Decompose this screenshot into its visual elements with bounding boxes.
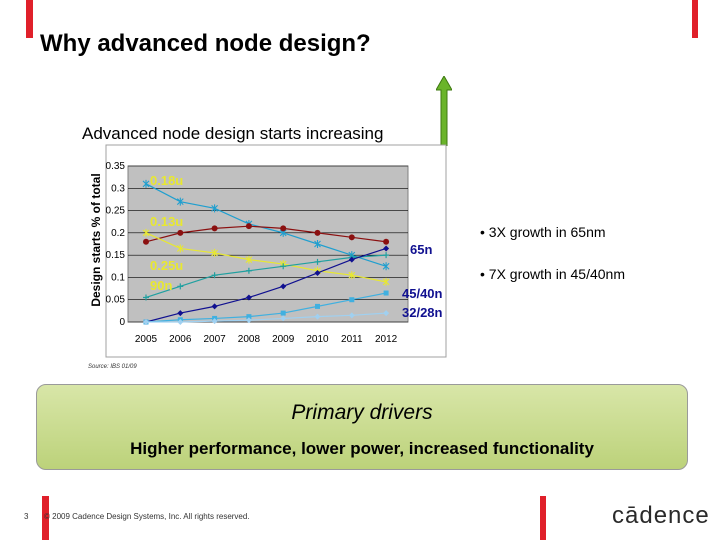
data-point — [314, 240, 321, 248]
slide-title: Why advanced node design? — [40, 30, 371, 57]
x-tick-label: 2010 — [306, 334, 329, 345]
data-point — [314, 269, 321, 276]
source-note: Source: IBS 01/09 — [88, 364, 137, 370]
drivers-subtitle: Higher performance, lower power, increas… — [130, 439, 594, 458]
page-number: 3 — [24, 512, 29, 521]
y-tick-label: 0.05 — [106, 295, 126, 306]
data-point — [383, 290, 389, 296]
data-point — [246, 314, 252, 320]
data-point — [176, 244, 184, 253]
accent-bar-bottom-middle — [540, 496, 546, 540]
y-tick-label: 0.35 — [106, 161, 126, 172]
series-0-13u — [143, 223, 390, 245]
series-line — [145, 254, 387, 299]
data-point — [348, 256, 355, 263]
copyright: © 2009 Cadence Design Systems, Inc. All … — [44, 512, 250, 521]
data-point — [245, 267, 252, 274]
y-tick-label: 0.1 — [111, 272, 125, 283]
bullet-45-40nm: • 7X growth in 45/40nm — [480, 266, 625, 282]
series-line — [145, 225, 387, 243]
data-point — [348, 271, 356, 280]
data-point — [177, 229, 184, 236]
data-point — [211, 248, 218, 257]
series-32-28n — [143, 310, 390, 325]
x-tick-label: 2012 — [375, 334, 398, 345]
series-line — [145, 232, 387, 283]
data-point — [245, 317, 252, 324]
x-tick-label: 2009 — [272, 334, 295, 345]
data-point — [211, 272, 218, 279]
data-point — [314, 258, 321, 265]
series-line — [145, 292, 387, 323]
data-point — [245, 255, 253, 264]
data-point — [280, 310, 286, 316]
data-point — [383, 252, 390, 259]
data-point — [245, 223, 252, 230]
series-label: 32/28n — [402, 305, 443, 320]
x-tick-label: 2007 — [203, 334, 226, 345]
y-tick-label: 0.3 — [111, 183, 125, 194]
data-point — [382, 262, 390, 271]
chart-subtitle: Advanced node design starts increasing — [82, 124, 384, 143]
data-point — [348, 234, 355, 241]
data-point — [382, 277, 390, 286]
y-tick-label: 0 — [119, 317, 125, 328]
data-point — [245, 294, 252, 301]
accent-bar-top-right — [692, 0, 698, 38]
data-point — [211, 204, 218, 213]
y-tick-label: 0.2 — [111, 228, 125, 239]
drivers-title: Primary drivers — [291, 401, 433, 424]
data-point — [383, 238, 390, 245]
data-point — [211, 303, 218, 310]
series-90n — [143, 252, 390, 301]
data-point — [142, 179, 150, 188]
y-tick-label: 0.15 — [106, 250, 126, 261]
data-point — [177, 283, 184, 290]
series-line — [145, 247, 387, 323]
data-point — [280, 315, 287, 322]
bullet-65nm: • 3X growth in 65nm — [480, 224, 606, 240]
data-point — [143, 238, 149, 245]
data-point — [211, 318, 218, 325]
data-point — [177, 319, 184, 325]
cadence-logo: cādence — [612, 502, 710, 529]
data-point — [176, 197, 184, 206]
accent-bar-top-left — [26, 0, 33, 38]
x-tick-label: 2008 — [238, 334, 261, 345]
series-label: 65n — [410, 242, 432, 257]
accent-bar-bottom-left — [42, 496, 49, 540]
line-chart: 0 0.05 0.1 0.15 0.2 0.25 0.3 0.35 2005 2006 2007 2… — [105, 144, 447, 358]
series-65n — [143, 245, 390, 325]
series-line — [146, 312, 387, 323]
y-tick-label: 0.25 — [106, 206, 126, 217]
drivers-box: Primary drivers Higher performance, lowe… — [36, 384, 688, 470]
series-label: 0.13u — [150, 214, 183, 229]
series-label: 0.18u — [150, 173, 183, 188]
data-point — [143, 294, 149, 301]
series-label: 45/40n — [402, 286, 443, 301]
data-point — [211, 225, 218, 232]
data-point — [280, 283, 287, 290]
x-tick-label: 2005 — [135, 334, 158, 345]
data-point — [383, 310, 390, 317]
series-line — [145, 183, 387, 267]
data-point — [349, 297, 355, 303]
data-point — [143, 319, 149, 325]
data-point — [142, 228, 150, 237]
plot-area — [127, 165, 409, 323]
series-0-25u — [142, 228, 390, 286]
series-label: 0.25u — [150, 258, 183, 273]
data-point — [315, 303, 320, 309]
data-point — [280, 225, 287, 232]
data-point — [348, 312, 355, 319]
x-tick-label: 2011 — [341, 334, 363, 345]
data-point — [280, 263, 287, 270]
data-point — [314, 313, 321, 320]
up-arrow-icon — [436, 76, 452, 146]
series-label: 90n — [150, 278, 172, 293]
data-point — [383, 245, 390, 252]
data-point — [314, 229, 321, 236]
x-tick-label: 2006 — [169, 334, 192, 345]
data-point — [177, 310, 184, 317]
